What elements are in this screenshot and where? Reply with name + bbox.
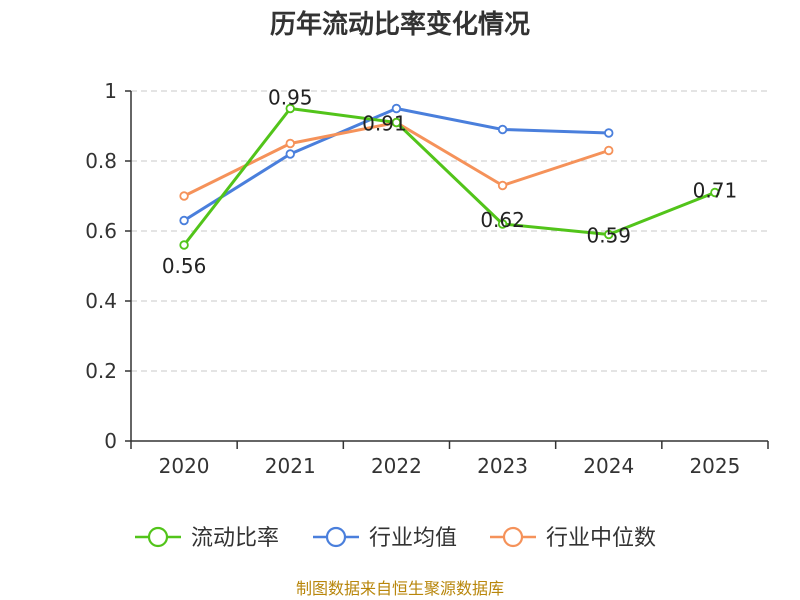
- data-label-5: 0.71: [693, 179, 738, 203]
- chart-title: 历年流动比率变化情况: [270, 9, 530, 40]
- x-tick-label-5: 2025: [689, 454, 740, 478]
- data-label-4: 0.59: [586, 224, 631, 248]
- series-2-point-1: [285, 138, 295, 149]
- legend-marker-2: [502, 526, 524, 548]
- x-tick-label-4: 2024: [583, 454, 634, 478]
- data-labels: 0.56 0.95 0.91 0.62 0.59 0.71: [162, 86, 737, 279]
- legend-label-2: 行业中位数: [546, 526, 656, 551]
- series-0-point-2: [391, 117, 402, 128]
- y-tick-label-3: 0.6: [85, 219, 117, 243]
- series-2-point-4: [604, 145, 614, 156]
- series-0-point-4: [604, 229, 614, 240]
- y-tick-label-1: 0.2: [85, 359, 117, 383]
- x-tick-label-1: 2021: [265, 454, 316, 478]
- series-line-0: [182, 107, 716, 246]
- series-0-point-0: [179, 240, 189, 250]
- legend-label-1: 行业均值: [369, 526, 457, 551]
- source-note: 制图数据来自恒生聚源数据库: [296, 579, 504, 598]
- y-tick-label-0: 0: [104, 429, 117, 453]
- data-label-0: 0.56: [162, 254, 207, 278]
- x-tick-label-3: 2023: [477, 454, 528, 478]
- gridlines: [131, 90, 768, 372]
- series-0-point-5: [710, 187, 720, 198]
- data-label-1: 0.95: [268, 86, 313, 110]
- series-1-point-3: [497, 124, 508, 135]
- legend-label-0: 流动比率: [191, 526, 279, 551]
- series-1-point-2: [391, 103, 402, 114]
- series-0-point-1: [285, 103, 295, 114]
- y-tick-label-5: 1: [104, 79, 117, 103]
- legend: 流动比率 行业均值 行业中位数: [135, 526, 656, 551]
- data-label-3: 0.62: [480, 208, 525, 232]
- y-tick-label-2: 0.4: [85, 289, 117, 313]
- series-0-point-3: [497, 219, 508, 229]
- data-label-2: 0.91: [362, 112, 407, 136]
- series-1-point-1: [285, 149, 295, 159]
- legend-marker-0: [147, 526, 169, 548]
- y-tick-label-4: 0.8: [85, 149, 117, 173]
- series-1-point-4: [604, 128, 614, 138]
- series-lines: [179, 103, 720, 250]
- series-2-point-0: [179, 191, 189, 201]
- x-tick-label-2: 2022: [371, 454, 422, 478]
- axes: 0 0.2 0.4 0.6 0.8 1 2020 2021 2022 2023 2024 2025: [85, 79, 769, 478]
- series-1-point-0: [179, 215, 189, 226]
- series-2-point-3: [497, 180, 508, 191]
- legend-marker-1: [325, 526, 347, 548]
- x-tick-label-0: 2020: [159, 454, 210, 478]
